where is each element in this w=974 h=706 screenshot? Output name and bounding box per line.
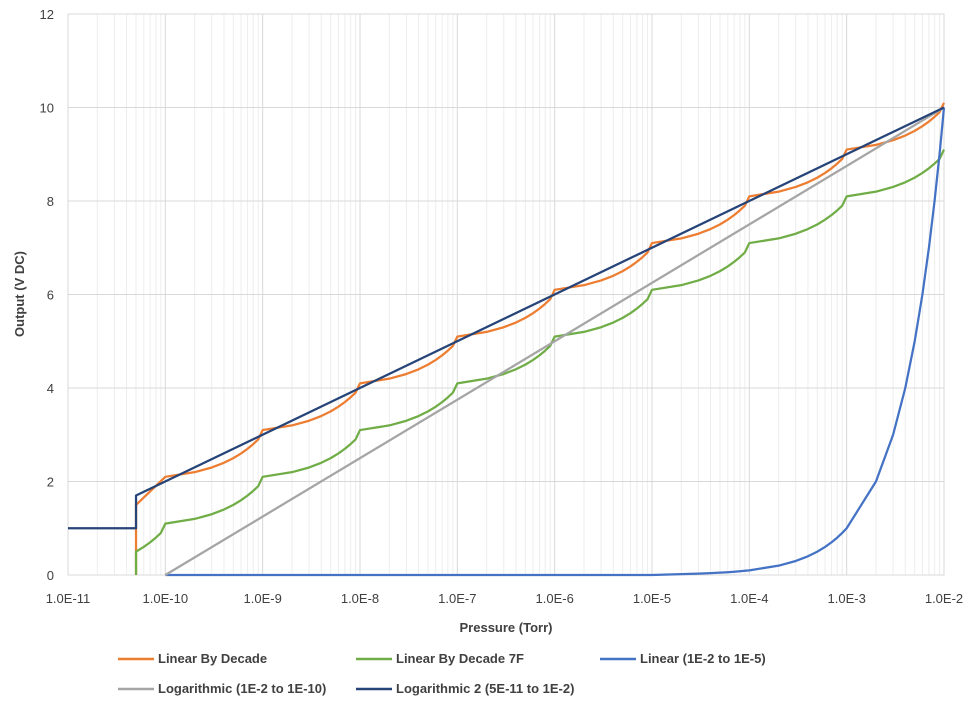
legend-label: Logarithmic 2 (5E-11 to 1E-2) (396, 681, 574, 696)
y-axis-ticks: 0 2 4 6 8 10 12 (40, 7, 54, 583)
x-axis-title: Pressure (Torr) (460, 620, 553, 635)
legend-item: Linear (1E-2 to 1E-5) (600, 651, 766, 666)
y-tick-label: 0 (47, 568, 54, 583)
x-tick-label: 1.0E-9 (244, 591, 282, 606)
y-tick-label: 8 (47, 194, 54, 209)
x-tick-label: 1.0E-5 (633, 591, 671, 606)
x-tick-label: 1.0E-6 (536, 591, 574, 606)
legend-label: Linear By Decade (158, 651, 267, 666)
x-tick-label: 1.0E-10 (143, 591, 189, 606)
series-line-5 (68, 106, 945, 530)
y-tick-label: 4 (47, 381, 54, 396)
x-tick-label: 1.0E-7 (438, 591, 476, 606)
y-tick-label: 10 (40, 101, 54, 116)
y-tick-label: 6 (47, 288, 54, 303)
series-line-4 (164, 106, 945, 576)
legend: Linear By Decade Linear By Decade 7F Linea… (118, 651, 766, 696)
legend-item: Logarithmic 2 (5E-11 to 1E-2) (356, 681, 574, 696)
legend-item: Linear By Decade 7F (356, 651, 524, 666)
x-tick-label: 1.0E-8 (341, 591, 379, 606)
x-tick-label: 1.0E-11 (46, 591, 91, 606)
x-tick-label: 1.0E-4 (730, 591, 768, 606)
legend-label: Linear By Decade 7F (396, 651, 524, 666)
grid (67, 13, 945, 576)
series-line-3 (165, 107, 946, 577)
x-tick-label: 1.0E-3 (828, 591, 866, 606)
y-axis-title: Output (V DC) (12, 251, 27, 337)
y-tick-label: 2 (47, 475, 54, 490)
legend-item: Logarithmic (1E-2 to 1E-10) (118, 681, 326, 696)
x-tick-label: 1.0E-2 (925, 591, 963, 606)
legend-label: Logarithmic (1E-2 to 1E-10) (158, 681, 326, 696)
series-line-2 (134, 149, 946, 575)
series-lines (68, 102, 946, 577)
series-line-1 (134, 102, 946, 575)
y-tick-label: 12 (40, 7, 54, 22)
x-axis-ticks: 1.0E-11 1.0E-10 1.0E-9 1.0E-8 1.0E-7 1.0E-6 1.… (46, 591, 963, 606)
legend-item: Linear By Decade (118, 651, 267, 666)
legend-label: Linear (1E-2 to 1E-5) (640, 651, 766, 666)
